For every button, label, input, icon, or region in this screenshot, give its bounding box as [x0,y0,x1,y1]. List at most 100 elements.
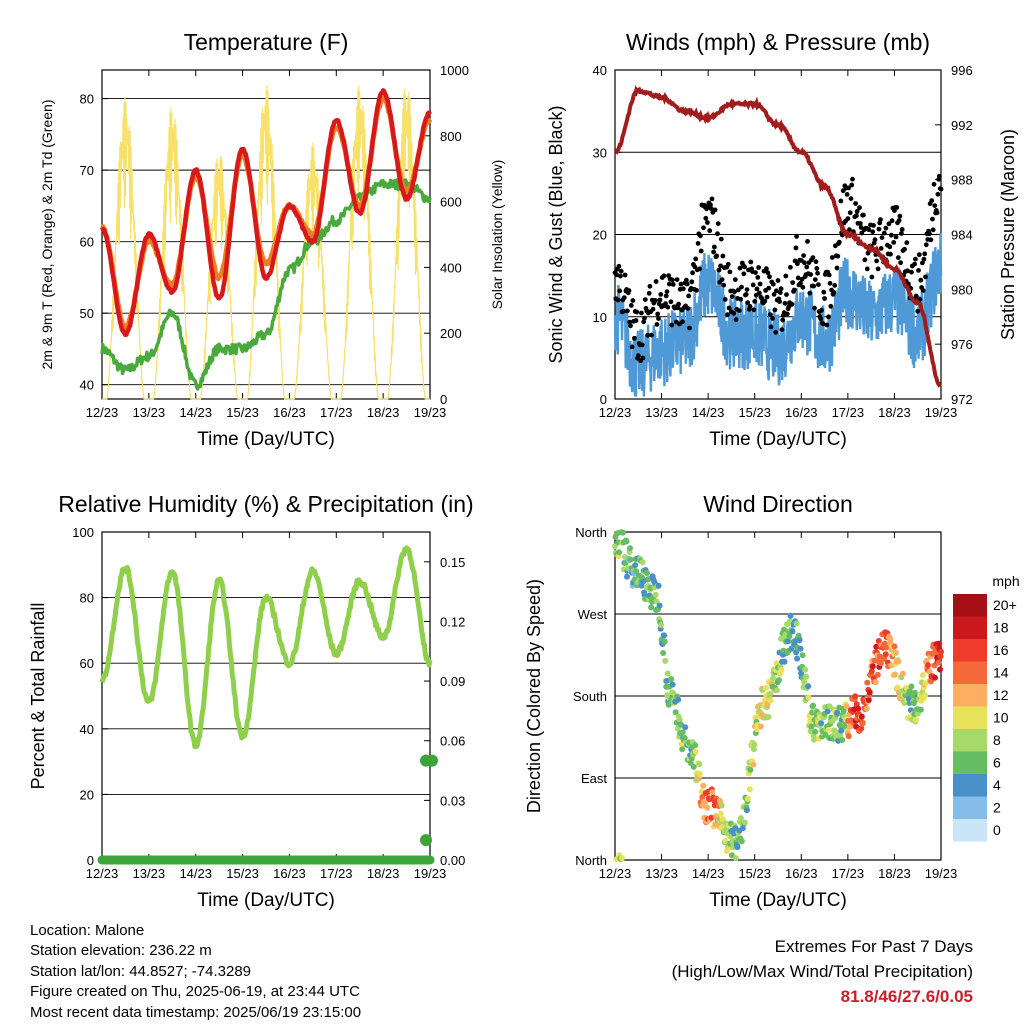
direction-point [632,562,639,569]
direction-point [842,723,849,730]
direction-point [676,716,683,723]
humidity-ytick-label: 100 [72,525,94,540]
gust-point [859,230,865,236]
temperature-y2tick-label: 600 [440,195,462,210]
direction-point [701,800,708,807]
legend-label: 16 [993,642,1009,658]
winds-y2label: Station Pressure (Maroon) [998,129,1018,340]
gust-point [635,353,641,359]
direction-point [938,648,944,655]
temperature-xtick-label: 12/23 [86,405,119,420]
direction-point [746,786,753,793]
gust-point [745,300,751,305]
winds-y2tick-label: 996 [951,63,973,78]
direction-point [797,645,804,652]
direction-point [805,683,812,690]
direction-ylabel: Direction (Colored By Speed) [524,579,544,813]
direction-point [741,819,748,826]
gust-point [732,277,738,282]
direction-point [681,735,688,741]
gust-point [726,305,732,311]
direction-point [917,706,924,713]
direction-point [778,667,785,674]
gust-point [721,282,727,288]
gust-point [715,221,721,227]
gust-point [641,319,647,325]
gust-point [628,323,633,329]
direction-xlabel: Time (Day/UTC) [709,890,847,911]
gust-point [902,246,907,252]
gust-point [878,217,883,223]
extremes-title: Extremes For Past 7 Days [774,937,973,956]
gust-point [666,281,672,287]
gust-point [658,292,664,297]
direction-point [838,727,845,734]
gust-point [698,248,704,254]
gust-point [731,310,737,316]
gust-point [750,282,756,288]
direction-point [679,746,686,753]
gust-point [697,266,702,272]
direction-point [874,671,881,678]
gust-point [708,206,714,212]
gust-point [805,239,810,244]
direction-point [692,742,699,749]
gust-point [686,293,692,299]
gust-point [853,201,858,206]
direction-point [696,761,703,768]
gust-point [840,188,846,194]
humidity-xtick-label: 13/23 [133,866,166,881]
winds-xtick-label: 16/23 [785,405,818,420]
direction-point [718,802,725,809]
gust-point [922,251,928,257]
direction-point [894,684,901,691]
direction-point [639,559,646,566]
gust-point [642,315,647,321]
temperature-y2label: Solar Insolation (Yellow) [489,160,505,310]
gust-point [826,272,832,278]
gust-point [617,288,623,294]
direction-point [799,652,806,659]
gust-point [921,256,927,262]
winds-xtick-label: 18/23 [878,405,911,420]
direction-point [653,598,660,605]
temperature-y2tick-label: 1000 [440,63,469,78]
gust-point [653,279,659,284]
gust-point [719,277,725,282]
direction-point [786,633,793,640]
temperature-y2tick-label: 800 [440,129,462,144]
direction-point [865,697,872,703]
gust-point [844,192,850,197]
gust-point [656,316,661,321]
direction-point [668,676,675,682]
legend-swatch [953,594,987,617]
gust-point [777,299,782,304]
gust-point [684,281,690,287]
gust-point [918,277,924,283]
direction-point [737,815,744,822]
winds-xtick-label: 14/23 [692,405,725,420]
gust-point [680,319,685,325]
legend-swatch [953,639,987,662]
direction-point [919,672,926,678]
extremes-values: 81.8/46/27.6/0.05 [840,987,973,1006]
gust-point [729,294,735,299]
legend-label: 10 [993,710,1009,726]
gust-point [722,297,728,302]
figure-created: Figure created on Thu, 2025-06-19, at 23… [30,983,360,1001]
direction-point [744,795,751,802]
station-pressure-line [613,85,942,388]
gust-point [828,303,834,309]
gust-point [834,265,840,271]
gust-point [665,304,671,310]
gust-point [812,277,818,282]
direction-point [882,651,889,658]
winds-xlabel: Time (Day/UTC) [709,429,847,450]
winds-ytick-label: 40 [593,63,607,78]
direction-point [845,733,852,740]
gust-point [913,293,919,299]
gust-point [670,282,676,287]
gust-point [661,273,667,279]
gust-point [712,207,718,213]
gust-point [822,296,827,301]
